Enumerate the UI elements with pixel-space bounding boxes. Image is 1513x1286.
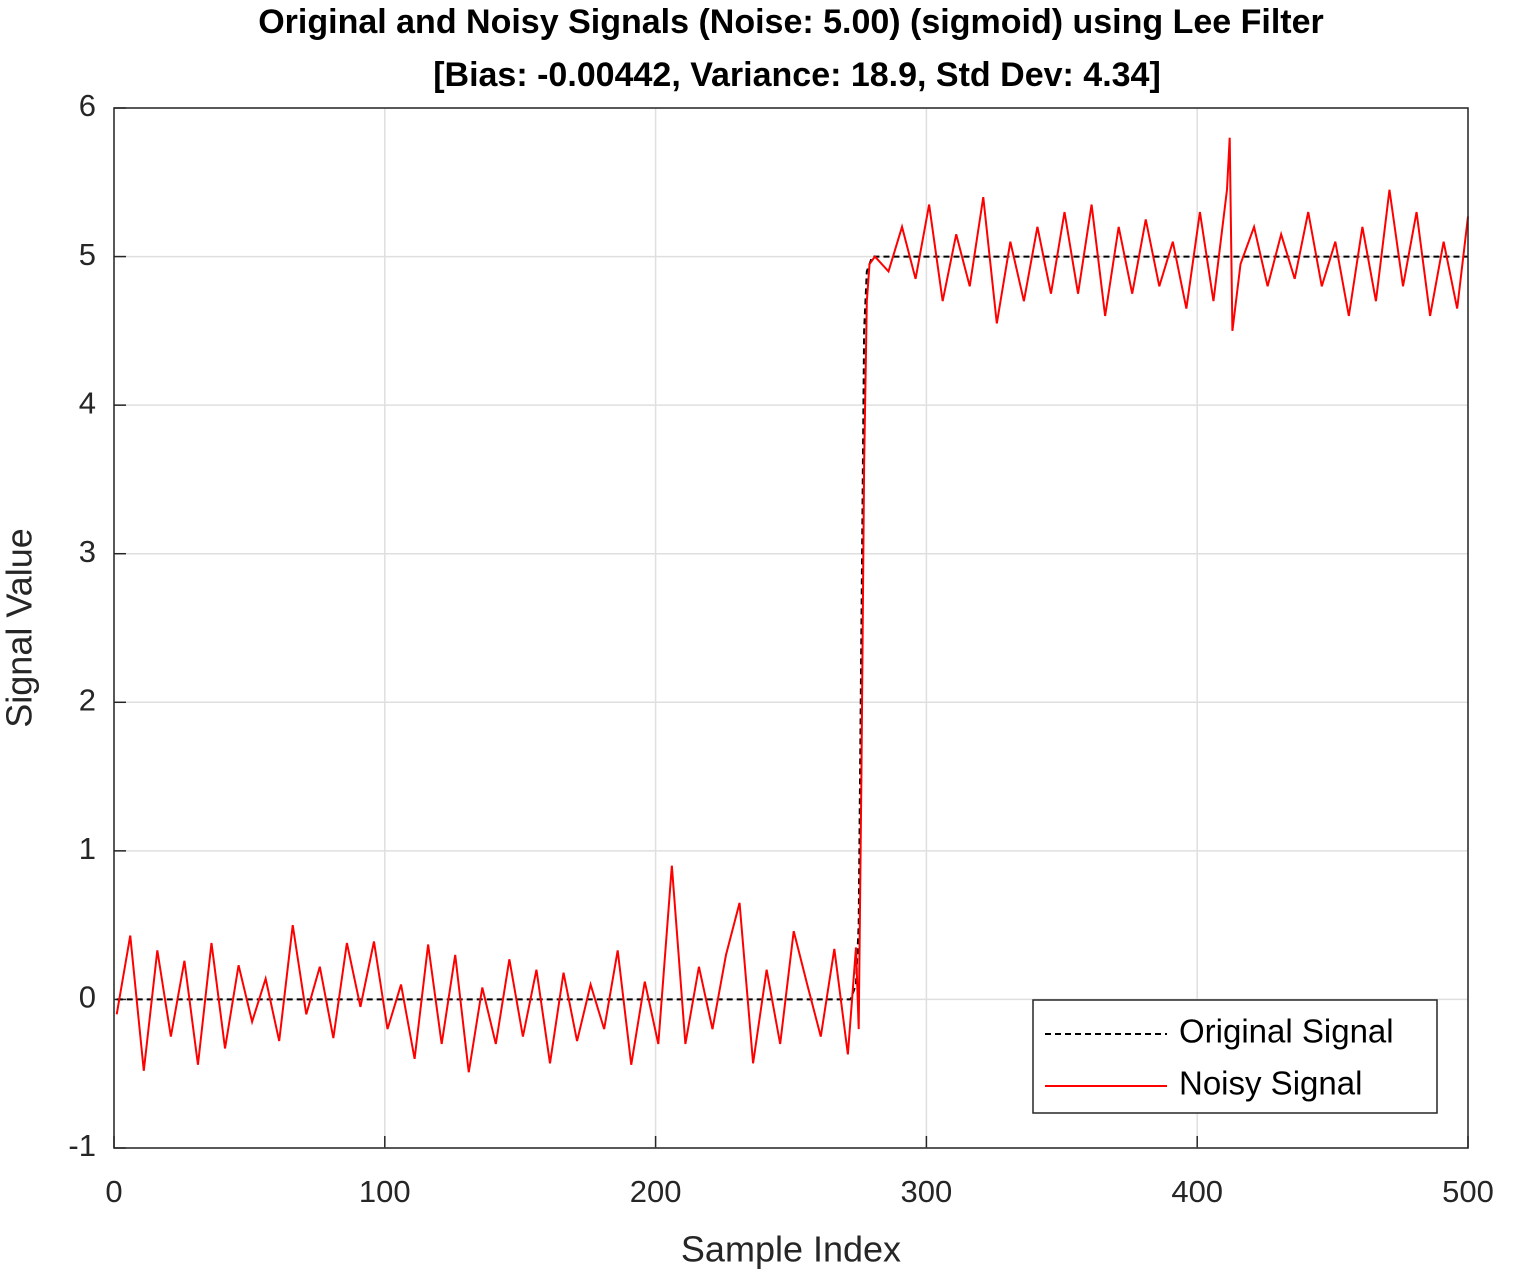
plot-frame: [113, 107, 1469, 1149]
x-tick-label: 300: [901, 1174, 953, 1209]
y-tick-label: -1: [68, 1128, 96, 1163]
line-series: [115, 137, 1469, 1073]
x-tick-label: 200: [630, 1174, 682, 1209]
x-axis-label: Sample Index: [681, 1229, 901, 1270]
legend-box: [1032, 999, 1438, 1114]
y-axis-label: Signal Value: [0, 528, 40, 727]
y-tick-label: 6: [79, 88, 96, 123]
y-tick-label: 1: [79, 831, 96, 866]
chart-subtitle: [Bias: -0.00442, Variance: 18.9, Std Dev…: [433, 56, 1161, 94]
y-tick-label: 0: [79, 980, 96, 1015]
chart-title: Original and Noisy Signals (Noise: 5.00)…: [258, 3, 1324, 41]
x-tick-label: 400: [1171, 1174, 1223, 1209]
y-tick-label: 4: [79, 385, 96, 420]
y-tick-label: 3: [79, 534, 96, 569]
legend-label: Noisy Signal: [1179, 1065, 1362, 1102]
y-tick-label: 2: [79, 682, 96, 717]
x-tick-label: 0: [105, 1174, 122, 1209]
x-tick-label: 100: [359, 1174, 411, 1209]
legend-label: Original Signal: [1179, 1013, 1394, 1050]
y-tick-label: 5: [79, 237, 96, 272]
x-tick-label: 500: [1442, 1174, 1494, 1209]
